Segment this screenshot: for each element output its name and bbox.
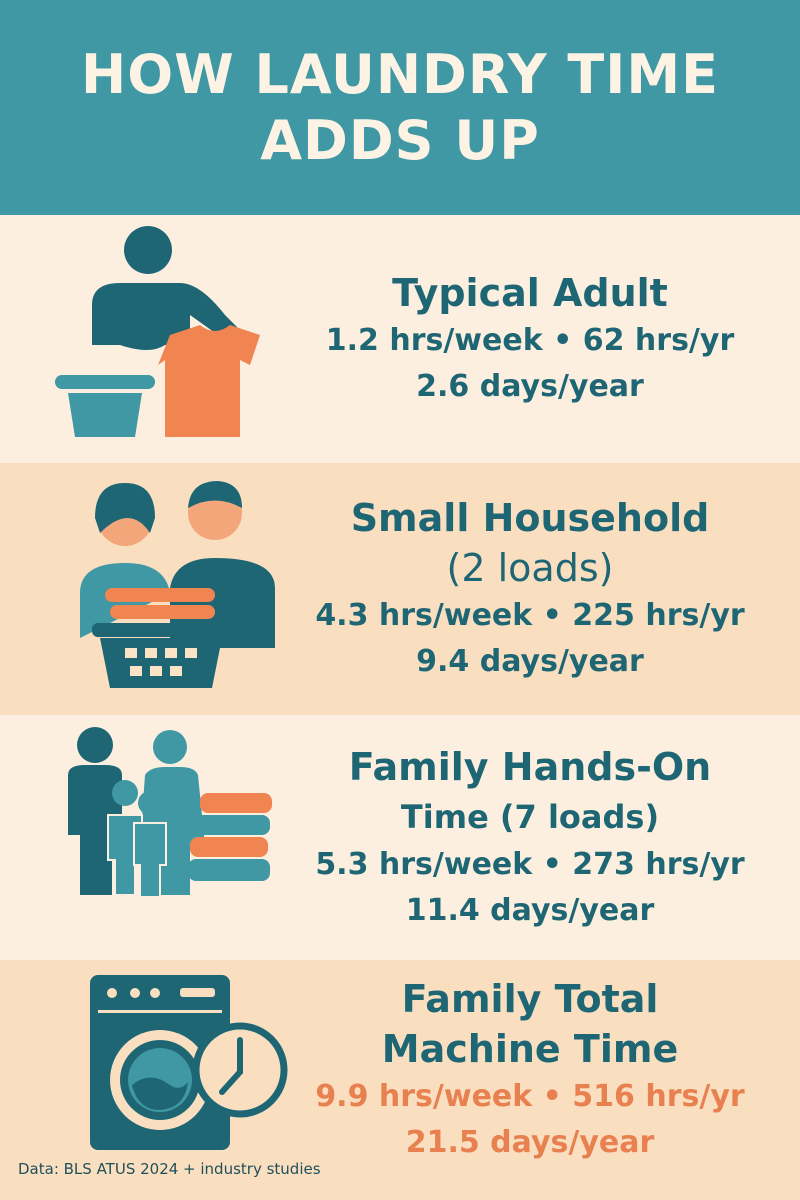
section-title: Time (7 loads): [400, 797, 660, 836]
household-icon: [80, 481, 275, 688]
section-stat: 21.5 days/year: [405, 1125, 655, 1160]
section: Family Hands-On Time (7 loads) 5.3 hrs/w…: [0, 715, 800, 960]
section-title: Small Household: [350, 496, 710, 540]
source-note: Data: BLS ATUS 2024 + industry studies: [18, 1160, 321, 1178]
section-stat: 4.3 hrs/week • 225 hrs/yr: [315, 598, 745, 633]
section-title: Machine Time: [381, 1027, 679, 1071]
section-title: Family Total: [401, 977, 659, 1021]
section-stat: 5.3 hrs/week • 273 hrs/yr: [315, 846, 745, 882]
section-title: Typical Adult: [392, 271, 668, 315]
section-text: Family Total Machine Time 9.9 hrs/week •…: [300, 960, 760, 1180]
section-stat: 9.4 days/year: [416, 644, 644, 679]
adult-icon: [55, 226, 260, 437]
section-text: Family Hands-On Time (7 loads) 5.3 hrs/w…: [300, 715, 760, 960]
section-stat: 2.6 days/year: [416, 369, 644, 404]
title-line: ADDS UP: [260, 108, 540, 172]
family-icon: [68, 727, 272, 898]
title-line: HOW LAUNDRY TIME: [81, 42, 719, 106]
section-stat: 9.9 hrs/week • 516 hrs/yr: [315, 1079, 745, 1114]
section-stat: 1.2 hrs/week • 62 hrs/yr: [325, 323, 735, 358]
section-title: Family Hands-On: [348, 744, 712, 789]
section-text: Small Household (2 loads) 4.3 hrs/week •…: [300, 463, 760, 715]
machine-icon: [90, 975, 288, 1150]
section-text: Typical Adult 1.2 hrs/week • 62 hrs/yr 2…: [300, 215, 760, 463]
section-title: (2 loads): [446, 546, 614, 590]
section-stat: 11.4 days/year: [405, 892, 655, 928]
section: Small Household (2 loads) 4.3 hrs/week •…: [0, 463, 800, 715]
header: HOW LAUNDRY TIME ADDS UP: [0, 0, 800, 215]
section: Family Total Machine Time 9.9 hrs/week •…: [0, 960, 800, 1200]
section: Typical Adult 1.2 hrs/week • 62 hrs/yr 2…: [0, 215, 800, 463]
